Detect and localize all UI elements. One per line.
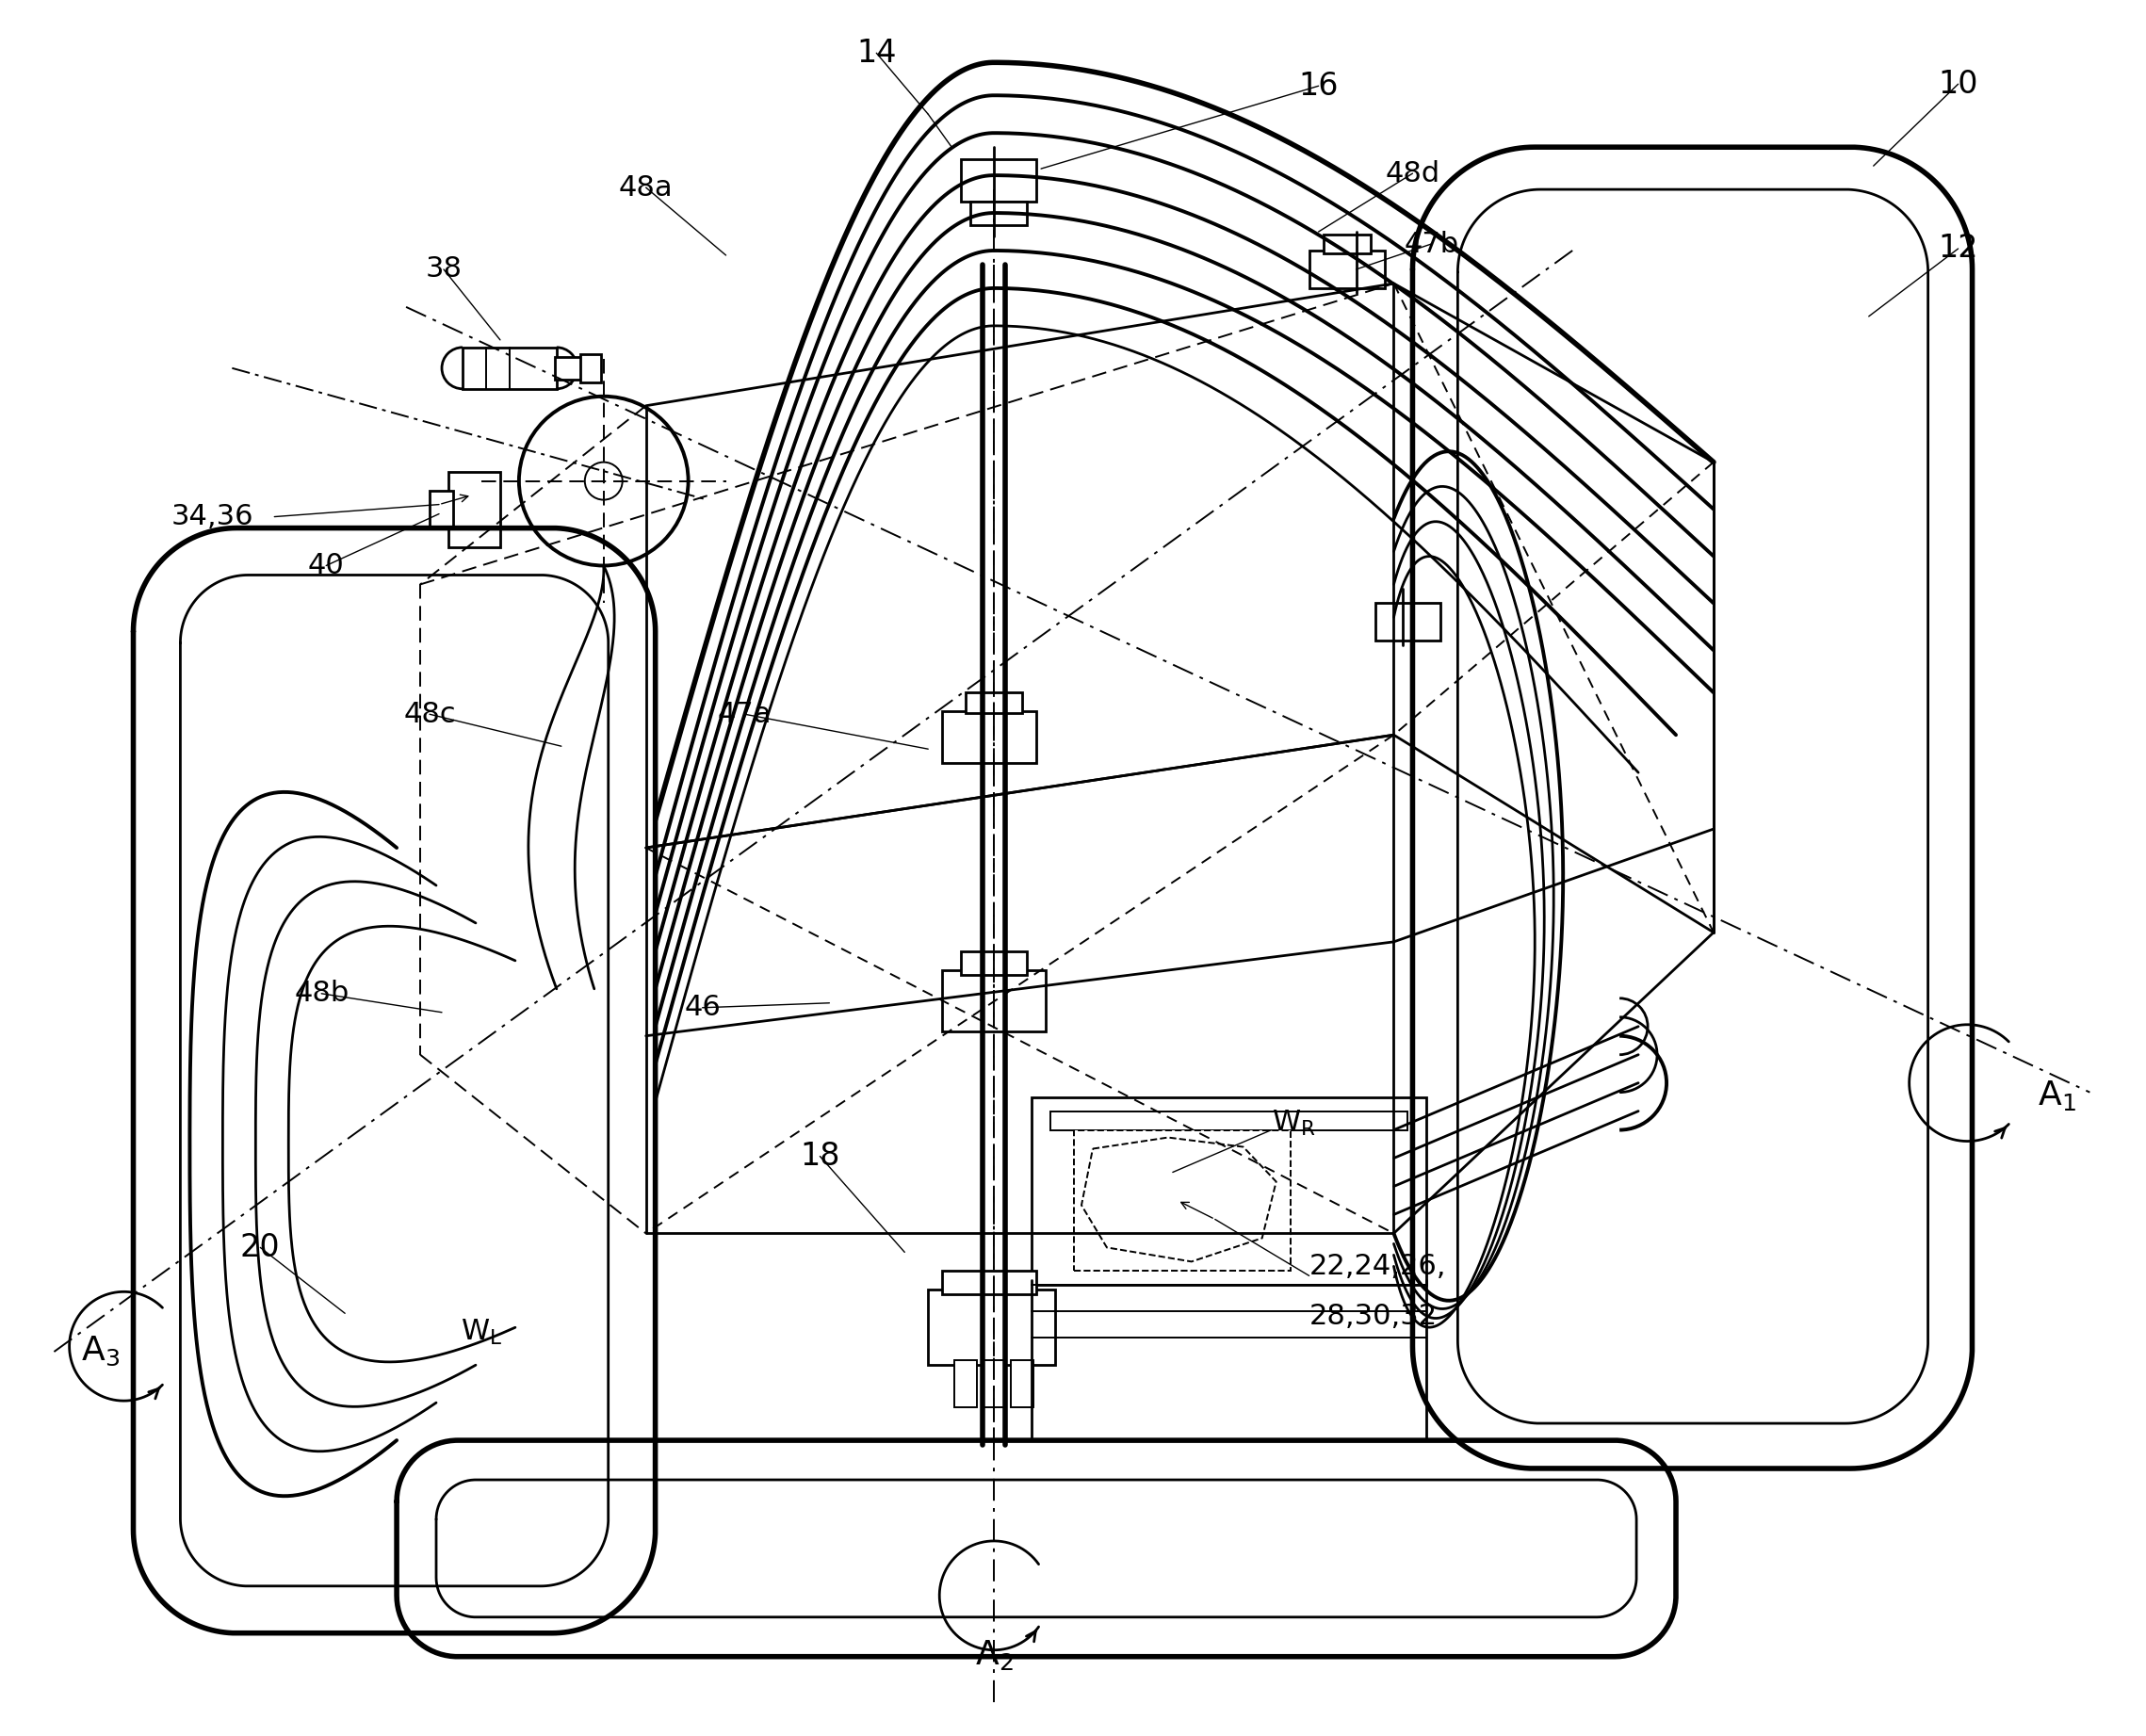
Bar: [554, 358, 584, 380]
Bar: [942, 712, 1037, 764]
Bar: [961, 160, 1037, 201]
Bar: [1376, 602, 1440, 641]
Bar: [1324, 234, 1371, 253]
Circle shape: [519, 396, 689, 566]
Text: 48d: 48d: [1384, 160, 1440, 187]
Text: 48c: 48c: [403, 701, 455, 727]
Bar: [942, 1271, 1037, 1295]
Bar: [579, 354, 601, 382]
Text: A$_\mathregular{2}$: A$_\mathregular{2}$: [974, 1637, 1013, 1672]
Bar: [1073, 1130, 1290, 1271]
Bar: [942, 970, 1045, 1031]
Bar: [1032, 1097, 1427, 1285]
Bar: [1049, 1111, 1408, 1130]
Bar: [966, 693, 1021, 713]
Text: 48a: 48a: [618, 174, 674, 201]
Text: 48b: 48b: [294, 979, 350, 1007]
Text: A$_\mathregular{3}$: A$_\mathregular{3}$: [82, 1335, 120, 1368]
Text: A$_\mathregular{1}$: A$_\mathregular{1}$: [2039, 1078, 2075, 1113]
Bar: [1309, 250, 1384, 288]
Bar: [955, 1361, 976, 1408]
Text: 38: 38: [425, 255, 461, 283]
Text: 16: 16: [1298, 71, 1339, 101]
Text: W$_\mathregular{R}$: W$_\mathregular{R}$: [1270, 1109, 1315, 1139]
Text: 20: 20: [240, 1233, 281, 1264]
Text: 12: 12: [1938, 233, 1979, 264]
Polygon shape: [1082, 1137, 1277, 1262]
Text: 46: 46: [685, 995, 721, 1021]
Text: 22,24,26,: 22,24,26,: [1309, 1253, 1446, 1279]
Bar: [1011, 1361, 1034, 1408]
Text: 47b: 47b: [1403, 231, 1459, 257]
Circle shape: [586, 462, 622, 500]
Text: 34,36: 34,36: [172, 503, 253, 531]
Text: 10: 10: [1938, 68, 1979, 99]
Text: 40: 40: [307, 552, 343, 580]
Bar: [464, 347, 556, 389]
Bar: [983, 1361, 1004, 1408]
Text: 14: 14: [856, 38, 897, 69]
Bar: [429, 490, 453, 528]
Text: 18: 18: [800, 1141, 839, 1172]
Bar: [927, 1290, 1056, 1364]
Text: 28,30,32: 28,30,32: [1309, 1302, 1438, 1330]
Bar: [449, 472, 500, 547]
Text: 47a: 47a: [717, 701, 773, 727]
Text: W$_\mathregular{L}$: W$_\mathregular{L}$: [461, 1318, 502, 1347]
Bar: [970, 201, 1028, 226]
Bar: [961, 951, 1028, 974]
